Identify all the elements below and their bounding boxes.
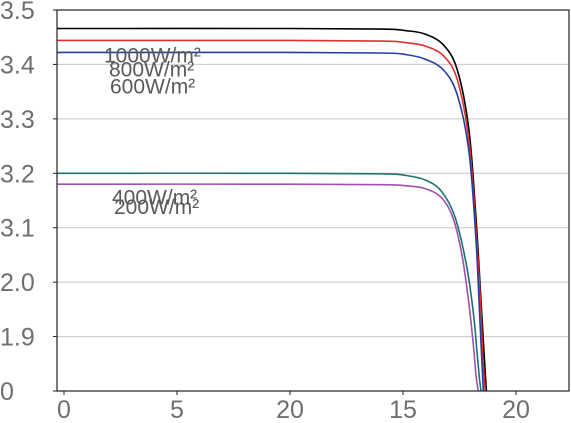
x-tick-label: 20 (276, 396, 304, 423)
series-label: 600W/m² (110, 75, 195, 98)
series-line (56, 172, 482, 392)
series-line (56, 51, 485, 392)
y-tick-label: 2.0 (0, 269, 35, 297)
x-tick-label: 15 (389, 396, 417, 423)
tick-marks (53, 9, 517, 395)
series-label: 800W/m² (109, 58, 194, 81)
series-line (56, 183, 480, 392)
y-tick-label: 0 (0, 378, 14, 406)
y-tick-label: 3.3 (0, 106, 35, 134)
series-label: 200W/m² (114, 196, 199, 219)
series-curves (56, 27, 488, 392)
y-tick-label: 3.5 (0, 0, 35, 25)
y-tick-label: 1.9 (0, 324, 35, 352)
plot-frame (56, 9, 570, 392)
series-label: 400W/m² (112, 186, 197, 209)
x-axis-tick-labels: 0 5 20 15 20 (57, 396, 530, 423)
x-tick-label: 5 (170, 396, 184, 423)
x-tick-label: 0 (57, 396, 71, 423)
x-tick-label: 20 (502, 396, 530, 423)
y-tick-label: 3.1 (0, 215, 35, 243)
y-tick-label: 3.4 (0, 51, 35, 79)
series-label: 1000W/m² (104, 45, 201, 68)
series-line (56, 39, 487, 392)
y-axis-tick-labels: 0 1.9 2.0 3.1 3.2 3.3 3.4 3.5 (0, 0, 35, 406)
y-tick-label: 3.2 (0, 160, 35, 188)
